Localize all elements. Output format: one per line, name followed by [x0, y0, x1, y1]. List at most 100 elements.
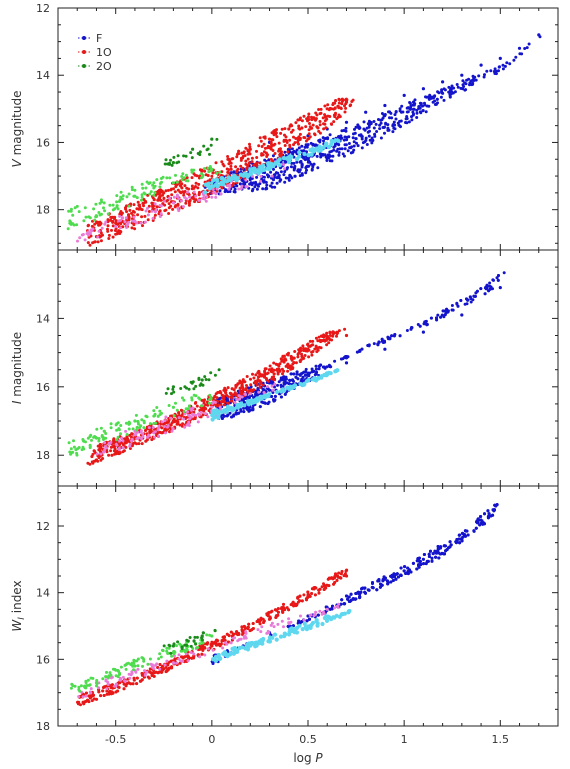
data-point [503, 64, 507, 68]
data-point [127, 192, 131, 196]
data-point [189, 151, 193, 155]
data-point [208, 152, 211, 156]
data-point [248, 152, 252, 156]
data-point [264, 393, 269, 398]
data-point [90, 455, 94, 458]
data-point [361, 586, 365, 590]
data-point [372, 126, 376, 130]
data-point [301, 344, 305, 348]
data-point [340, 129, 344, 133]
data-point [172, 155, 176, 159]
data-point [250, 160, 254, 164]
data-point [173, 654, 176, 658]
data-point [317, 144, 322, 149]
data-point [214, 177, 219, 182]
data-point [325, 144, 329, 148]
data-point [337, 135, 341, 139]
data-point [314, 364, 318, 368]
data-point [275, 181, 279, 185]
data-point [340, 102, 344, 106]
data-point [430, 559, 434, 563]
data-point [128, 442, 132, 446]
data-point [477, 74, 481, 78]
data-point [161, 668, 165, 672]
data-point [152, 409, 156, 413]
data-point [83, 238, 87, 242]
data-point [151, 666, 155, 669]
data-point [174, 185, 178, 189]
data-point [236, 639, 240, 643]
data-point [260, 145, 264, 148]
data-point [361, 141, 365, 145]
data-point [164, 158, 168, 162]
data-point [115, 438, 119, 442]
data-point [82, 702, 86, 706]
data-point [171, 385, 175, 389]
data-point [266, 402, 270, 406]
data-point [163, 162, 167, 166]
data-point [460, 537, 464, 541]
data-point [189, 380, 193, 384]
data-point [429, 549, 432, 553]
data-point [388, 116, 391, 120]
data-point [461, 79, 465, 83]
data-point [273, 608, 277, 612]
data-point [339, 106, 343, 110]
data-point [328, 133, 332, 137]
data-point [266, 371, 270, 375]
data-point [71, 222, 75, 226]
data-point [245, 384, 248, 387]
data-point [101, 689, 105, 693]
data-point [459, 86, 463, 90]
data-point [135, 207, 139, 211]
data-point [272, 625, 276, 629]
data-point [200, 378, 204, 382]
data-point [198, 397, 202, 401]
data-point [244, 178, 248, 182]
data-point [140, 182, 144, 186]
data-point [236, 404, 241, 409]
data-point [304, 367, 308, 371]
data-point [252, 400, 257, 405]
data-point [280, 359, 284, 363]
data-point [289, 174, 292, 178]
data-point [520, 52, 524, 56]
data-point [263, 369, 267, 373]
data-point [257, 390, 261, 394]
data-point [140, 193, 144, 197]
data-point [235, 632, 239, 635]
data-point [424, 562, 428, 566]
data-point [318, 609, 322, 613]
data-point [187, 193, 191, 197]
data-point [221, 396, 225, 400]
data-point [245, 167, 248, 171]
data-point [289, 372, 293, 376]
data-point [160, 411, 163, 415]
data-point [234, 165, 238, 169]
data-point [214, 195, 218, 199]
data-point [286, 366, 290, 370]
data-point [314, 111, 318, 115]
data-point [124, 206, 127, 210]
data-point [246, 402, 251, 407]
data-point [292, 356, 296, 360]
data-point [107, 453, 111, 457]
data-point [170, 193, 174, 197]
data-point [286, 369, 290, 373]
data-point [188, 417, 192, 421]
data-point [201, 413, 205, 417]
data-point [212, 191, 216, 195]
data-point [142, 191, 146, 195]
data-point [194, 181, 198, 185]
data-point [135, 682, 139, 686]
data-point [460, 313, 464, 317]
data-point [99, 445, 102, 449]
data-point [486, 516, 490, 520]
data-points [66, 33, 542, 247]
data-point [169, 158, 172, 162]
data-point [92, 207, 96, 211]
data-point [267, 368, 272, 372]
data-point [77, 446, 81, 449]
data-point [487, 512, 491, 516]
data-point [104, 432, 108, 435]
